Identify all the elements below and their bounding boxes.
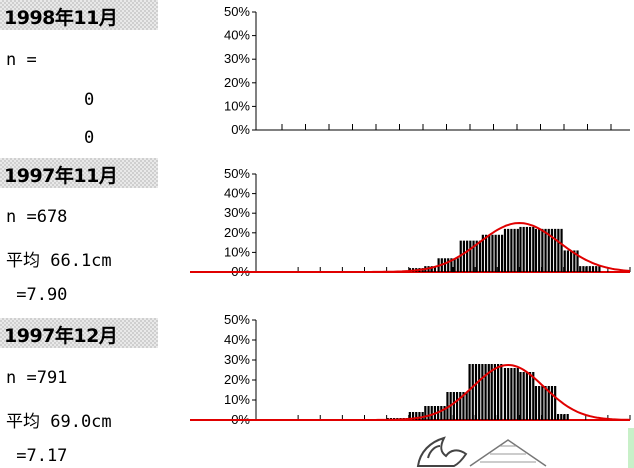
histogram-bar	[563, 250, 579, 272]
y-tick-label: 30%	[224, 51, 250, 66]
panel-2-n-label: n =678	[6, 207, 68, 227]
panel-2-mean-label: 平均 66.1cm	[6, 251, 112, 271]
y-tick-label: 30%	[224, 205, 250, 220]
panel-1-header: 1998年11月	[0, 0, 158, 30]
histogram-bar	[468, 364, 490, 420]
y-tick-label: 40%	[224, 186, 250, 201]
y-tick-label: 40%	[224, 28, 250, 43]
y-tick-label: 20%	[224, 75, 250, 90]
histogram-bar	[556, 414, 569, 420]
histogram-bar	[503, 228, 519, 272]
panel-3-mean-label: 平均 69.0cm	[6, 412, 112, 432]
histogram-bar	[534, 386, 557, 420]
panel-3-header-text: 1997年12月	[4, 325, 118, 347]
y-tick-label: 50%	[224, 166, 250, 181]
panel-2-header-text: 1997年11月	[4, 165, 118, 187]
y-tick-label: 40%	[224, 332, 250, 347]
panel-2-sd-label: =7.90	[6, 285, 68, 305]
y-tick-label: 20%	[224, 225, 250, 240]
histogram-bar	[490, 364, 503, 420]
y-tick-label: 20%	[224, 372, 250, 387]
histogram-bar	[519, 372, 535, 420]
panel-1-n-label: n =	[6, 50, 37, 70]
histogram-1997-11: 50%40%30%20%10%0%	[190, 166, 631, 279]
histogram-bar	[459, 240, 482, 272]
y-tick-label: 10%	[224, 244, 250, 259]
histogram-bar	[481, 234, 504, 272]
y-tick-label: 0%	[231, 122, 250, 137]
panel-1-extra-value: 0	[84, 128, 95, 148]
histogram-1998-11: 50% 40% 30% 20% 10% 0%	[224, 4, 630, 137]
y-tick-label: 50%	[224, 4, 250, 19]
y-tick-label: 10%	[224, 392, 250, 407]
histogram-1997-12: 50%40%30%20%10%0%	[190, 312, 631, 427]
histogram-bar	[519, 226, 535, 272]
normal-curve	[276, 221, 631, 273]
panel-1-n-value: 0	[84, 90, 95, 110]
panel-3-n-label: n =791	[6, 368, 68, 388]
panel-2-header: 1997年11月	[0, 158, 158, 188]
green-edge-decoration	[628, 428, 634, 468]
clipart-decoration	[416, 436, 547, 467]
normal-curve	[276, 363, 631, 421]
histogram-bar	[408, 412, 424, 420]
y-tick-label: 10%	[224, 98, 250, 113]
panel-3-sd-label: =7.17	[6, 446, 68, 466]
histogram-bar	[579, 266, 601, 272]
y-tick-label: 50%	[224, 312, 250, 327]
histogram-bar	[534, 228, 563, 272]
histogram-bar	[503, 368, 519, 420]
panel-3-header: 1997年12月	[0, 318, 158, 348]
panel-1-header-text: 1998年11月	[4, 7, 118, 29]
y-tick-label: 30%	[224, 352, 250, 367]
